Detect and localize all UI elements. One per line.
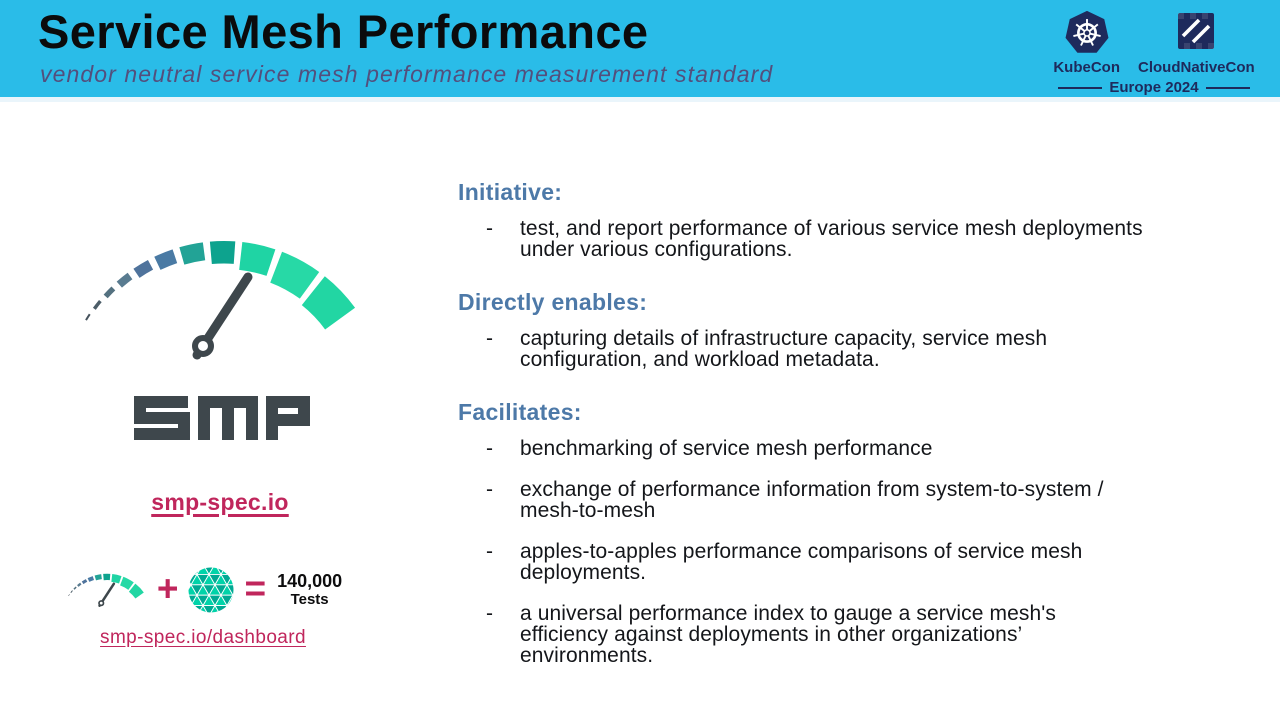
edition-line-left [1058,86,1103,89]
smp-spec-link-wrap: smp-spec.io [70,489,370,516]
bullet-item: - test, and report performance of variou… [458,218,1148,260]
cloudnativecon-logo-icon [1178,13,1215,49]
bullet-item: - benchmarking of service mesh performan… [458,438,1148,459]
bullet-dash: - [486,540,493,563]
edition-line-right [1205,86,1250,89]
dashboard-link-wrap: smp-spec.io/dashboard [48,627,358,649]
smp-spec-link[interactable]: smp-spec.io [151,489,289,515]
bullet-dash: - [486,602,493,625]
page-subtitle: vendor neutral service mesh performance … [40,61,774,87]
bullet-text: apples-to-apples performance comparisons… [520,540,1083,584]
tests-count-label: Tests [290,590,329,608]
kubecon-logo-icon [1065,10,1109,53]
header-divider [0,97,1280,102]
page-title: Service Mesh Performance [38,5,649,58]
bullet-dash: - [486,478,493,501]
mesh-sphere-icon [188,567,234,613]
kubecon-label: KubeCon [1053,59,1120,76]
section-heading: Facilitates: [458,399,582,425]
plus-sign: + [156,567,179,609]
edition-label: Europe 2024 [1109,79,1199,96]
section-heading: Initiative: [458,179,563,205]
smp-gauge-icon [85,241,356,360]
section-facilitates: Facilitates: - benchmarking of service m… [458,399,1148,686]
bullet-text: capturing details of infrastructure capa… [520,327,1048,371]
bullet-item: - a universal performance index to gauge… [458,603,1148,666]
bullet-text: exchange of performance information from… [520,478,1104,522]
bullet-dash: - [486,217,493,240]
section-initiative: Initiative: - test, and report performan… [458,179,1148,280]
bullet-text: test, and report performance of various … [520,217,1143,261]
formula-row: + = 140,000 Tests [48,566,358,614]
tests-count: 140,000 Tests [277,570,343,608]
smp-wordmark [134,396,310,440]
bullet-dash: - [486,327,493,350]
bullet-text: benchmarking of service mesh performance [520,437,933,460]
event-badge: KubeCon CloudNativeCon [1053,8,1255,96]
equals-sign: = [244,567,267,609]
cloudnativecon-label: CloudNativeCon [1138,59,1255,76]
tests-count-value: 140,000 [277,570,343,591]
bullet-text: a universal performance index to gauge a… [520,602,1056,667]
bullet-item: - capturing details of infrastructure ca… [458,328,1148,370]
gauge-mini-icon [68,573,144,607]
bullet-dash: - [486,437,493,460]
section-directly-enables: Directly enables: - capturing details of… [458,289,1148,390]
bullet-item: - apples-to-apples performance compariso… [458,541,1148,583]
dashboard-link[interactable]: smp-spec.io/dashboard [100,627,306,648]
bullet-item: - exchange of performance information fr… [458,479,1148,521]
section-heading: Directly enables: [458,289,648,315]
header-bar [0,0,1280,97]
